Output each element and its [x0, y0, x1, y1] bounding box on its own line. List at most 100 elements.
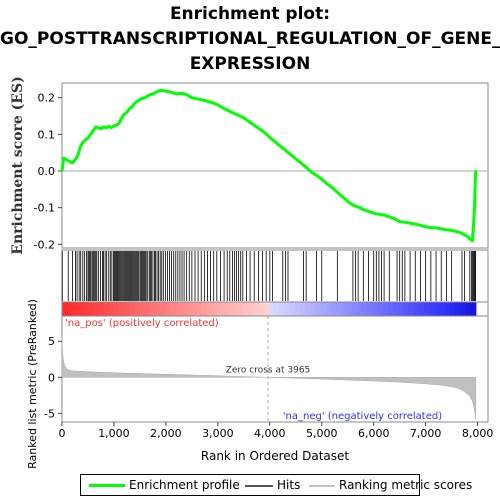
- correlation-bar-segment: [175, 302, 182, 316]
- correlation-bar-segment: [449, 302, 456, 316]
- correlation-bar-segment: [403, 302, 410, 316]
- correlation-bar-segment: [325, 302, 332, 316]
- correlation-bar-segment: [408, 302, 415, 316]
- correlation-bar-segment: [279, 302, 286, 316]
- correlation-bar-segment: [243, 302, 249, 316]
- es-ytick-label: 0.0: [38, 165, 56, 178]
- x-tick-label: 5,000: [306, 427, 338, 440]
- correlation-bar-segment: [191, 302, 198, 316]
- x-tick-label: 4,000: [254, 427, 286, 440]
- correlation-bar-segment: [372, 302, 379, 316]
- ranked-metric-panel: 5 0 -5 Zero cross at 3965 'na_pos' (positive…: [26, 299, 489, 469]
- correlation-bar-segment: [253, 302, 260, 316]
- correlation-bar-segment: [258, 302, 265, 316]
- legend-hits-swatch: [245, 485, 273, 487]
- legend-ranking-swatch: [309, 485, 335, 487]
- ranking-metric-area: [61, 337, 477, 420]
- correlation-bar-segment: [274, 302, 280, 316]
- correlation-bar-segment: [413, 302, 420, 316]
- correlation-bar-segment: [424, 302, 430, 316]
- correlation-bar-segment: [232, 302, 239, 316]
- enrichment-chart: 0.2 0.1 0.0 -0.1 -0.2 Enrichment score (ES) 5…: [10, 76, 494, 469]
- correlation-bar-segment: [108, 302, 115, 316]
- ranked-ylabel: Ranked list metric (PreRanked): [26, 299, 39, 469]
- correlation-bar-segment: [103, 302, 110, 316]
- es-ytick-label: 0.2: [38, 92, 56, 105]
- correlation-bar-segment: [82, 302, 89, 316]
- correlation-bar-segment: [341, 302, 348, 316]
- correlation-bar-segment: [165, 302, 172, 316]
- correlation-bar-segment: [155, 302, 161, 316]
- correlation-bar-segment: [196, 302, 203, 316]
- correlation-bar-segment: [434, 302, 441, 316]
- legend-hits-label: Hits: [277, 478, 301, 492]
- correlation-bar-segment: [289, 302, 296, 316]
- correlation-bar-segment: [439, 302, 446, 316]
- correlation-bar-segment: [227, 302, 234, 316]
- correlation-bar-segment: [222, 302, 229, 316]
- correlation-bar-segment: [160, 302, 167, 316]
- correlation-bar-segment: [351, 302, 358, 316]
- correlation-bar-segment: [263, 302, 270, 316]
- correlation-bar-segment: [455, 302, 461, 316]
- correlation-bar-segment: [67, 302, 73, 316]
- correlation-bar-segment: [315, 302, 322, 316]
- correlation-bar-segment: [237, 302, 244, 316]
- correlation-bar-segment: [429, 302, 436, 316]
- correlation-bar-segment: [72, 302, 79, 316]
- correlation-bar-segment: [124, 302, 130, 316]
- x-tick-label: 1,000: [98, 427, 130, 440]
- x-tick-label: 3,000: [202, 427, 234, 440]
- correlation-bar-segment: [248, 302, 254, 316]
- es-ylabel: Enrichment score (ES): [10, 76, 26, 254]
- correlation-bar-segment: [387, 302, 394, 316]
- ranked-ytick-label: 0: [48, 371, 55, 384]
- legend-profile-label: Enrichment profile: [129, 478, 240, 492]
- correlation-bar-segment: [77, 302, 84, 316]
- correlation-bar-segment: [217, 302, 223, 316]
- correlation-bar-segment: [186, 302, 192, 316]
- x-tick-label: 7,000: [410, 427, 442, 440]
- correlation-bar-segment: [113, 302, 120, 316]
- correlation-bar-segment: [149, 302, 156, 316]
- correlation-bar-segment: [305, 302, 311, 316]
- correlation-bar: [61, 301, 489, 317]
- correlation-bar-segment: [460, 302, 467, 316]
- correlation-bar-segment: [93, 302, 99, 316]
- correlation-bar-segment: [87, 302, 94, 316]
- es-ytick-label: 0.1: [38, 128, 56, 141]
- correlation-bar-segment: [294, 302, 301, 316]
- correlation-bar-segment: [129, 302, 136, 316]
- x-tick-label: 0: [59, 427, 66, 440]
- correlation-bar-segment: [180, 302, 187, 316]
- correlation-bar-segment: [330, 302, 337, 316]
- correlation-bar-segment: [418, 302, 425, 316]
- correlation-bar-segment: [398, 302, 404, 316]
- correlation-bar-segment: [361, 302, 368, 316]
- x-axis: 0 1,000 2,000 3,000 4,000 5,000 6,000 7,000 8,00…: [59, 422, 494, 463]
- ranked-ytick-label: 5: [48, 335, 55, 348]
- correlation-bar-segment: [134, 302, 141, 316]
- negative-label: 'na_neg' (negatively correlated): [283, 411, 442, 422]
- positive-label: 'na_pos' (positively correlated): [65, 318, 219, 329]
- legend-profile-swatch: [89, 484, 125, 487]
- correlation-bar-segment: [336, 302, 342, 316]
- correlation-bar-segment: [144, 302, 151, 316]
- correlation-bar-segment: [206, 302, 213, 316]
- x-tick-label: 6,000: [358, 427, 390, 440]
- correlation-bar-segment: [139, 302, 146, 316]
- x-tick-label: 8,000: [462, 427, 494, 440]
- correlation-bar-segment: [284, 302, 291, 316]
- hits-panel: [61, 249, 489, 303]
- correlation-bar-segment: [268, 302, 275, 316]
- correlation-bar-segment: [211, 302, 218, 316]
- correlation-bar-segment: [299, 302, 306, 316]
- correlation-bar-segment: [367, 302, 373, 316]
- es-plot-area: [61, 82, 489, 249]
- correlation-bar-segment: [62, 302, 68, 316]
- ranked-plot-area: [61, 315, 489, 423]
- x-axis-label: Rank in Ordered Dataset: [201, 449, 349, 463]
- correlation-bar-segment: [470, 302, 477, 316]
- correlation-bar-segment: [320, 302, 327, 316]
- correlation-bar-segment: [170, 302, 177, 316]
